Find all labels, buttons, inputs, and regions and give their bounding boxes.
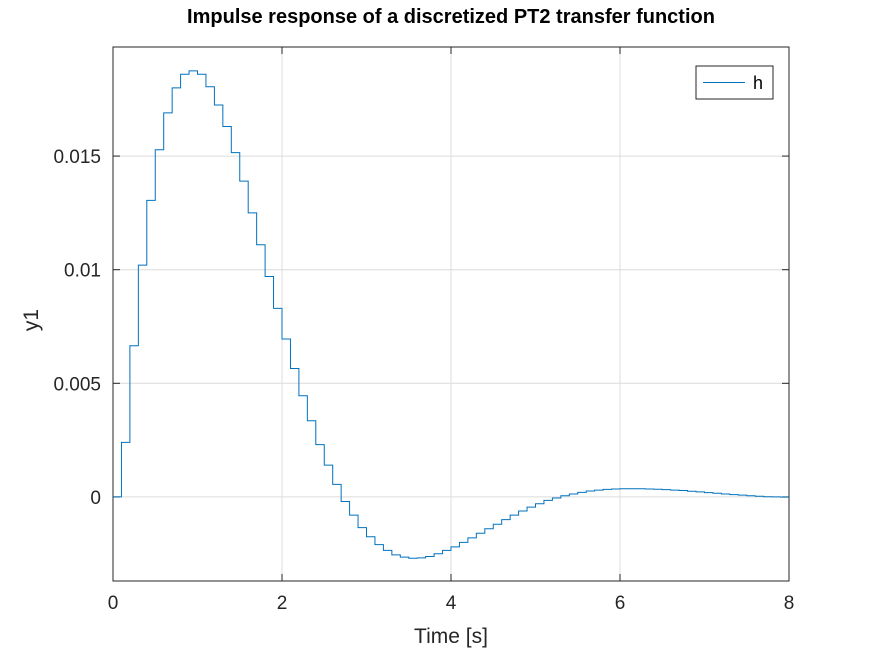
y-tick-label: 0.01 <box>64 261 101 282</box>
x-tick-label: 8 <box>784 593 795 614</box>
y-tick-label: 0 <box>90 488 101 509</box>
series-h-line <box>113 70 789 559</box>
legend: h <box>695 65 774 100</box>
x-axis-label: Time [s] <box>414 625 488 648</box>
y-tick-label: 0.015 <box>53 147 101 168</box>
y-tick-label: 0.005 <box>53 374 101 395</box>
grid-lines <box>112 47 790 581</box>
y-tick-labels: 0 0.005 0.01 0.015 <box>53 147 101 509</box>
chart-title: Impulse response of a discretized PT2 tr… <box>187 6 715 28</box>
x-tick-labels: 0 2 4 6 8 <box>108 593 795 614</box>
legend-entry-h: h <box>753 73 763 93</box>
x-tick-label: 4 <box>446 593 457 614</box>
y-axis-label: y1 <box>20 309 43 331</box>
x-tick-label: 6 <box>615 593 626 614</box>
x-tick-label: 2 <box>277 593 288 614</box>
x-tick-label: 0 <box>108 593 119 614</box>
